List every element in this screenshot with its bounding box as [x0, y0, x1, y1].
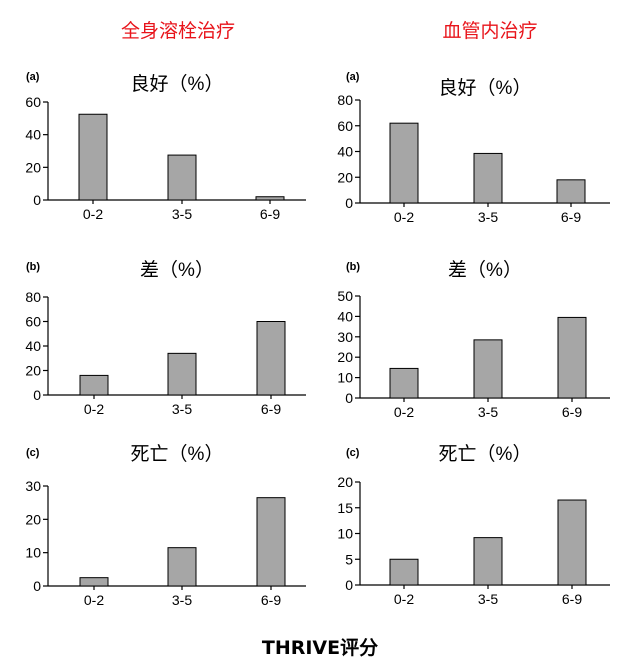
- column-title-iv-thrombolysis: 全身溶栓治疗: [120, 20, 235, 42]
- x-tick-label: 3-5: [478, 404, 498, 420]
- x-tick-label: 3-5: [172, 206, 192, 222]
- y-tick-label: 20: [337, 474, 353, 490]
- y-tick-label: 0: [345, 195, 353, 211]
- bar-0-2: [78, 113, 108, 201]
- bar-0-2: [79, 374, 109, 396]
- bar-3-5: [473, 339, 503, 399]
- bar-6-9: [557, 499, 587, 586]
- y-tick-label: 20: [25, 511, 41, 527]
- chart-right-poor: (b) 差（%） 0 10 20 30 40 50 0-2 3-5 6-9: [337, 259, 610, 420]
- bar-0-2: [79, 577, 109, 587]
- x-tick-label: 3-5: [478, 591, 498, 607]
- y-tick-label: 0: [33, 578, 41, 594]
- x-tick-label: 6-9: [260, 206, 280, 222]
- bar-3-5: [167, 547, 197, 587]
- y-tick-label: 60: [25, 94, 41, 110]
- y-tick-label: 0: [345, 577, 353, 593]
- bar-3-5: [473, 152, 503, 204]
- chart-left-good: (a) 良好（%） 0 20 40 60 0-2 3-5 6-9: [25, 71, 306, 222]
- x-axis-title: THRIVE评分: [261, 637, 379, 659]
- x-tick-label: 6-9: [561, 209, 581, 225]
- y-tick-label: 10: [25, 545, 41, 561]
- bar-6-9: [256, 497, 286, 587]
- x-tick-label: 0-2: [394, 404, 414, 420]
- x-tick-label: 0-2: [394, 591, 414, 607]
- y-tick-label: 40: [337, 144, 353, 160]
- bar-0-2: [389, 122, 419, 204]
- panel-label: (c): [346, 447, 360, 459]
- y-tick-label: 20: [337, 349, 353, 365]
- y-tick-label: 50: [337, 288, 353, 304]
- chart-title: 死亡（%）: [131, 443, 224, 465]
- y-tick-label: 0: [345, 390, 353, 406]
- bar-6-9: [256, 321, 286, 396]
- panel-label: (a): [346, 71, 360, 83]
- y-tick-label: 5: [345, 551, 353, 567]
- bar-0-2: [389, 558, 419, 586]
- x-tick-label: 6-9: [562, 404, 582, 420]
- x-tick-label: 0-2: [83, 206, 103, 222]
- bar-3-5: [167, 352, 197, 396]
- x-tick-label: 0-2: [84, 401, 104, 417]
- y-tick-label: 60: [25, 314, 41, 330]
- y-tick-label: 80: [337, 92, 353, 108]
- x-tick-label: 6-9: [261, 401, 281, 417]
- y-tick-label: 20: [25, 159, 41, 175]
- panel-label: (c): [26, 447, 40, 459]
- x-tick-label: 6-9: [261, 592, 281, 608]
- x-tick-label: 6-9: [562, 591, 582, 607]
- y-tick-label: 40: [25, 338, 41, 354]
- bar-3-5: [167, 154, 197, 201]
- y-tick-label: 30: [25, 478, 41, 494]
- chart-title: 良好（%）: [131, 73, 224, 95]
- y-tick-label: 30: [337, 329, 353, 345]
- y-tick-label: 20: [25, 363, 41, 379]
- y-tick-label: 10: [337, 526, 353, 542]
- y-tick-label: 20: [337, 169, 353, 185]
- y-tick-label: 10: [337, 370, 353, 386]
- bar-3-5: [473, 537, 503, 586]
- y-tick-label: 15: [337, 500, 353, 516]
- y-tick-label: 0: [33, 387, 41, 403]
- chart-right-good: (a) 良好（%） 0 20 40 60 80 0-2 3-5 6-9: [337, 71, 610, 225]
- y-tick-label: 40: [25, 127, 41, 143]
- y-tick-label: 60: [337, 118, 353, 134]
- chart-left-poor: (b) 差（%） 0 20 40 60 80 0-2 3-5 6-9: [25, 259, 306, 417]
- y-tick-label: 0: [33, 192, 41, 208]
- x-tick-label: 3-5: [172, 592, 192, 608]
- panel-label: (b): [346, 261, 360, 273]
- bar-6-9: [556, 179, 586, 204]
- x-tick-label: 0-2: [394, 209, 414, 225]
- x-tick-label: 3-5: [172, 401, 192, 417]
- chart-title: 良好（%）: [439, 77, 532, 99]
- y-tick-label: 40: [337, 308, 353, 324]
- chart-title: 差（%）: [448, 259, 522, 281]
- chart-title: 差（%）: [140, 259, 214, 281]
- chart-right-death: (c) 死亡（%） 0 5 10 15 20 0-2 3-5 6-9: [337, 443, 610, 607]
- bar-6-9: [557, 316, 587, 399]
- bar-0-2: [389, 367, 419, 399]
- x-tick-label: 3-5: [478, 209, 498, 225]
- x-tick-label: 0-2: [84, 592, 104, 608]
- panel-label: (a): [26, 71, 40, 83]
- y-tick-label: 80: [25, 289, 41, 305]
- panel-label: (b): [26, 261, 40, 273]
- chart-title: 死亡（%）: [439, 443, 532, 465]
- column-title-endovascular: 血管内治疗: [442, 20, 538, 42]
- bar-6-9: [255, 196, 285, 201]
- chart-left-death: (c) 死亡（%） 0 10 20 30 0-2 3-5 6-9: [25, 443, 306, 608]
